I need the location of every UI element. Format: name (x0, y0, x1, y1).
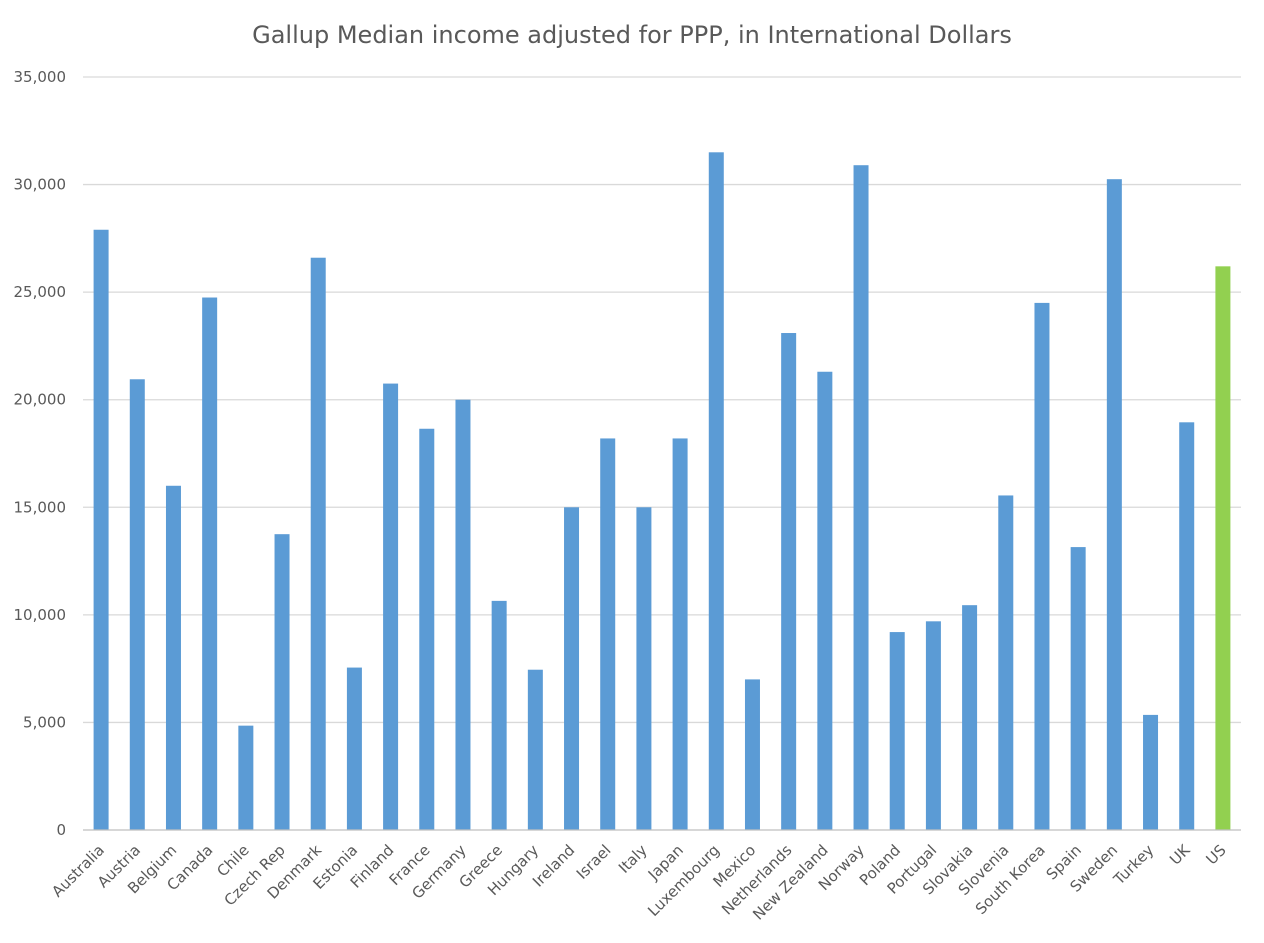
y-tick-label: 20,000 (14, 391, 67, 409)
bar-norway (853, 165, 869, 831)
chart-title: Gallup Median income adjusted for PPP, i… (252, 21, 1012, 49)
bar-italy (636, 507, 652, 830)
gridlines (83, 76, 1241, 724)
bar-turkey (1143, 714, 1159, 830)
bar-austria (129, 379, 145, 830)
bar-australia (93, 229, 109, 830)
bar-japan (672, 438, 688, 830)
x-tick-label: Australia (48, 841, 108, 901)
bar-czech-rep (274, 534, 290, 830)
y-tick-label: 10,000 (14, 606, 67, 624)
bar-south-korea (1034, 302, 1050, 830)
bar-poland (889, 632, 905, 830)
bar-israel (600, 438, 616, 830)
bars (93, 152, 1231, 831)
y-axis-ticks: 0 5,000 10,000 15,000 20,000 25,000 30,000 35,0… (14, 68, 67, 839)
bar-germany (455, 399, 471, 830)
y-tick-label: 25,000 (14, 283, 67, 301)
bar-estonia (346, 667, 362, 830)
bar-chile (238, 725, 254, 830)
x-tick-label: UK (1166, 840, 1194, 868)
y-tick-label: 5,000 (23, 713, 66, 731)
x-axis-ticks: AustraliaAustriaBelgiumCanadaChileCzech … (48, 829, 1241, 924)
bar-greece (491, 600, 507, 830)
x-tick-label: Israel (573, 841, 615, 883)
bar-hungary (527, 669, 543, 830)
bar-finland (383, 383, 399, 830)
y-tick-label: 35,000 (14, 68, 67, 86)
bar-spain (1070, 547, 1086, 830)
bar-netherlands (781, 333, 797, 830)
bar-luxembourg (708, 152, 724, 831)
bar-portugal (925, 621, 941, 830)
bar-canada (202, 297, 218, 830)
bar-mexico (744, 679, 760, 830)
bar-sweden (1106, 179, 1122, 830)
y-tick-label: 15,000 (14, 498, 67, 516)
x-tick-label: US (1203, 841, 1230, 868)
y-tick-label: 30,000 (14, 176, 67, 194)
y-tick-label: 0 (56, 821, 66, 839)
bar-uk (1179, 422, 1195, 830)
bar-slovenia (998, 495, 1014, 830)
bar-us (1215, 266, 1231, 831)
bar-belgium (165, 485, 181, 830)
x-tick-label: Turkey (1109, 841, 1157, 889)
bar-france (419, 428, 435, 830)
bar-ireland (564, 507, 580, 830)
bar-denmark (310, 257, 326, 831)
bar-new-zealand (817, 371, 833, 830)
bar-slovakia (962, 605, 978, 830)
